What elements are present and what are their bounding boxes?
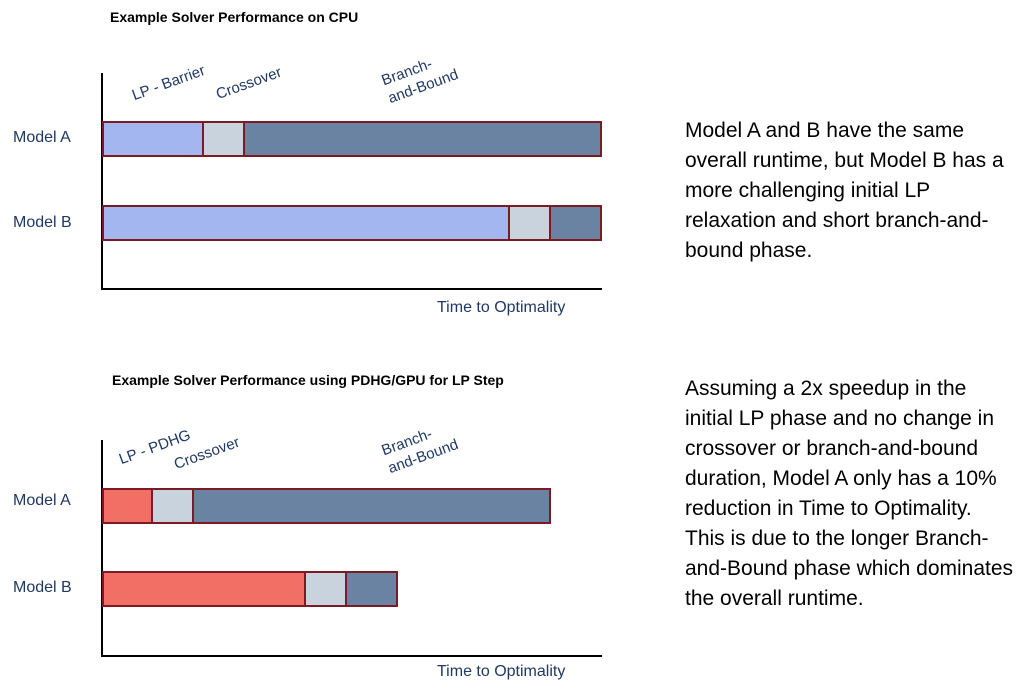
chart1-y-axis: [101, 73, 103, 290]
chart1-bar-model-b: [102, 205, 602, 241]
chart1-x-axis: [101, 288, 602, 290]
chart2-label-model-a: Model A: [13, 492, 71, 509]
chart2-phase-label-bnb: Branch- and-Bound: [379, 425, 461, 478]
bar-segment-model-b-crossover: [510, 205, 551, 241]
bar-segment-model-a-crossover: [204, 121, 245, 157]
chart2-bar-model-b: [102, 571, 398, 607]
bar-segment-model-b-branch-and-bound: [550, 205, 602, 241]
chart1-x-axis-title: Time to Optimality: [437, 299, 566, 316]
chart1-label-model-b: Model B: [13, 214, 72, 231]
note-cpu-explanation: Model A and B have the same overall runt…: [685, 119, 1004, 262]
chart1-phase-label-crossover: Crossover: [213, 63, 284, 104]
chart1-bar-model-a: [102, 121, 602, 157]
chart2-title: Example Solver Performance using PDHG/GP…: [112, 372, 504, 388]
chart2-x-axis-title: Time to Optimality: [437, 663, 566, 680]
chart1-phase-label-lp: LP - Barrier: [129, 61, 208, 105]
bar-segment-model-b-lp-pdhg: [102, 571, 306, 607]
chart2-bar-model-a: [102, 488, 551, 524]
bar-segment-model-b-crossover: [306, 571, 347, 607]
chart2-x-axis: [101, 655, 602, 657]
bar-segment-model-b-lp-barrier: [102, 205, 510, 241]
note-gpu-explanation: Assuming a 2x speedup in the initial LP …: [685, 377, 1014, 610]
chart2-y-axis: [101, 440, 103, 657]
chart1-title: Example Solver Performance on CPU: [110, 9, 359, 25]
chart2-label-model-b: Model B: [13, 579, 72, 596]
bar-segment-model-a-lp-barrier: [102, 121, 204, 157]
bar-segment-model-a-branch-and-bound: [193, 488, 551, 524]
bar-segment-model-a-lp-pdhg: [102, 488, 153, 524]
bar-segment-model-a-branch-and-bound: [244, 121, 602, 157]
chart1-label-model-a: Model A: [13, 129, 71, 146]
bar-segment-model-a-crossover: [153, 488, 194, 524]
bar-segment-model-b-branch-and-bound: [346, 571, 398, 607]
chart1-phase-label-bnb: Branch- and-Bound: [379, 55, 461, 108]
